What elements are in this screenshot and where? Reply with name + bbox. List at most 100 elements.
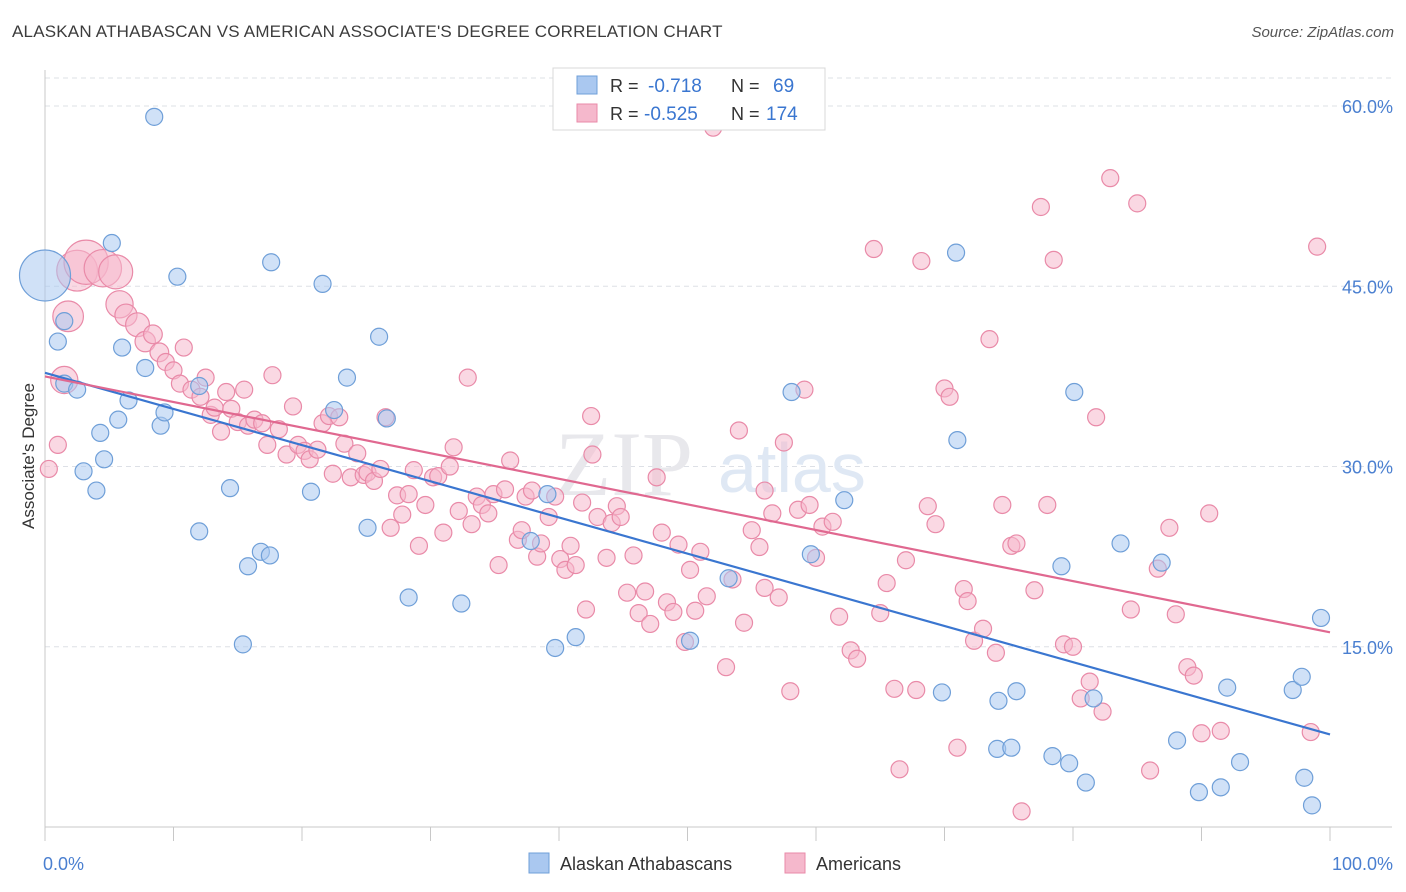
point-alaskan-athabascan (1189, 783, 1209, 802)
point-alaskan-athabascan (1052, 557, 1071, 576)
bottom-legend: Alaskan Athabascans Americans (528, 852, 901, 874)
point-alaskan-athabascan (112, 338, 132, 357)
point-american (641, 614, 660, 634)
legend-swatch-alaskan-athabascans (528, 852, 550, 874)
stats-legend-box (552, 67, 826, 131)
point-american (907, 680, 926, 700)
point-alaskan-athabascan (538, 485, 557, 504)
point-american (1184, 666, 1203, 685)
point-american (416, 495, 435, 515)
point-american (680, 560, 700, 579)
y-tick-label: 15.0% (1342, 638, 1393, 658)
point-american (566, 555, 585, 575)
point-alaskan-athabascan (377, 409, 396, 428)
point-american (1166, 605, 1185, 624)
point-american (918, 497, 937, 516)
point-american (211, 422, 231, 441)
point-alaskan-athabascan (680, 631, 700, 650)
point-american (926, 515, 945, 534)
point-american (205, 398, 224, 417)
point-alaskan-athabascan (1076, 773, 1095, 792)
point-american (652, 523, 671, 542)
legend-label-americans: Americans (816, 854, 901, 874)
point-american (522, 481, 542, 500)
point-american (729, 421, 749, 440)
point-american (1301, 722, 1320, 742)
point-alaskan-athabascan (190, 376, 209, 396)
watermark: ZIP atlas (555, 413, 866, 515)
point-alaskan-athabascan (18, 249, 72, 302)
point-alaskan-athabascan (238, 557, 258, 576)
point-american (462, 515, 481, 534)
point-american (1087, 408, 1106, 427)
point-american (434, 523, 453, 542)
point-american (800, 495, 819, 515)
point-american (283, 397, 303, 416)
point-alaskan-athabascan (262, 253, 281, 272)
point-alaskan-athabascan (1043, 747, 1062, 766)
point-alaskan-athabascan (260, 546, 279, 565)
point-american (781, 682, 800, 701)
point-alaskan-athabascan (301, 482, 321, 501)
point-american (1093, 702, 1112, 721)
point-alaskan-athabascan (233, 635, 252, 654)
point-american (755, 578, 774, 597)
point-american (253, 414, 272, 433)
point-alaskan-athabascan (1065, 382, 1084, 402)
stats-legend: R = -0.718 N = 69 R = -0.525 N = 174 (552, 67, 826, 131)
point-american (501, 451, 520, 470)
stats-n-value-2: 174 (766, 104, 798, 125)
point-alaskan-athabascan (48, 332, 67, 351)
point-alaskan-athabascan (946, 243, 966, 262)
x-tick-label: 0.0% (43, 854, 84, 874)
point-american (624, 546, 643, 565)
point-american (1200, 504, 1219, 523)
point-american (1080, 672, 1099, 691)
tick-labels: 15.0% 30.0% 45.0% 60.0% 0.0% 100.0% (43, 97, 1393, 874)
point-alaskan-athabascan (87, 481, 106, 500)
point-american (1063, 637, 1083, 656)
point-alaskan-athabascan (546, 638, 565, 658)
point-alaskan-athabascan (782, 382, 801, 402)
y-tick-label: 45.0% (1342, 277, 1393, 297)
series-americans-points (39, 118, 1327, 821)
point-american (823, 512, 842, 531)
point-american (716, 658, 736, 677)
point-american (629, 604, 648, 623)
stats-n-label-1: N = (731, 76, 760, 96)
stats-r-label-2: R = (610, 104, 639, 124)
point-american (323, 464, 342, 483)
stats-legend-swatch-blue (576, 75, 598, 95)
point-american (1012, 802, 1031, 821)
point-alaskan-athabascan (989, 691, 1008, 710)
point-american (618, 583, 637, 602)
point-alaskan-athabascan (370, 327, 389, 346)
point-alaskan-athabascan (399, 588, 418, 607)
point-american (479, 504, 498, 523)
point-alaskan-athabascan (74, 462, 93, 481)
point-alaskan-athabascan (1084, 689, 1103, 708)
y-tick-label: 60.0% (1342, 97, 1393, 117)
series-alaskan-athabascans-points (18, 107, 1331, 815)
trend-lines (44, 371, 1331, 736)
point-american (1025, 581, 1044, 600)
point-alaskan-athabascan (1218, 678, 1237, 697)
stats-r-label-1: R = (610, 76, 639, 96)
point-american (697, 587, 716, 606)
point-american (980, 330, 999, 349)
point-alaskan-athabascan (168, 267, 187, 286)
y-axis-label: Associate's Degree (19, 383, 38, 529)
x-tick-label: 100.0% (1332, 854, 1393, 874)
trend-line-alaskan-athabascans (44, 371, 1331, 736)
point-american (686, 601, 705, 620)
point-american (98, 254, 134, 290)
point-american (576, 600, 596, 619)
point-american (1160, 518, 1179, 537)
legend-swatch-americans (784, 852, 806, 874)
point-alaskan-athabascan (1152, 553, 1171, 572)
point-alaskan-athabascan (1111, 534, 1130, 553)
y-tick-label: 30.0% (1342, 458, 1393, 478)
source-label: Source: ZipAtlas.com (1251, 24, 1394, 41)
point-alaskan-athabascan (1211, 778, 1230, 797)
point-american (769, 588, 788, 607)
